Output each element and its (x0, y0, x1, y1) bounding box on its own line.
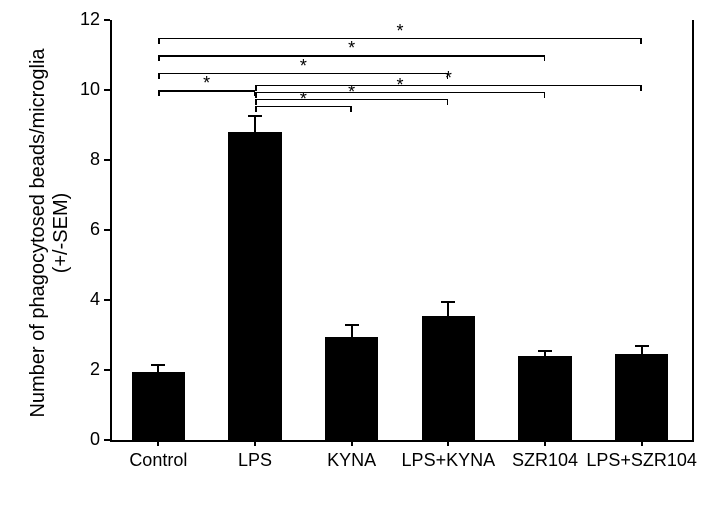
category-label: Control (129, 450, 187, 471)
chart-container: Number of phagocytosed beads/microglia (… (0, 0, 716, 510)
bar (325, 337, 378, 440)
significance-bracket-end (158, 38, 160, 44)
y-tick-label: 8 (70, 149, 100, 170)
category-label: KYNA (327, 450, 376, 471)
error-cap (635, 345, 649, 347)
bar (228, 132, 281, 440)
bar (518, 356, 571, 440)
y-tick (104, 89, 110, 91)
x-tick (447, 440, 449, 446)
bar (132, 372, 185, 440)
bar (422, 316, 475, 440)
error-cap (345, 324, 359, 326)
significance-bracket-end (255, 99, 257, 105)
y-tick (104, 159, 110, 161)
y-axis-label-line2: (+/-SEM) (50, 193, 72, 274)
y-tick (104, 439, 110, 441)
significance-star: * (396, 22, 403, 40)
x-tick (544, 440, 546, 446)
y-tick-label: 10 (70, 79, 100, 100)
y-tick-label: 6 (70, 219, 100, 240)
significance-bracket-end (640, 38, 642, 44)
y-tick (104, 19, 110, 21)
x-tick (351, 440, 353, 446)
y-tick-label: 12 (70, 9, 100, 30)
y-tick (104, 369, 110, 371)
bar (615, 354, 668, 440)
category-label: SZR104 (512, 450, 578, 471)
x-tick (254, 440, 256, 446)
error-cap (441, 301, 455, 303)
significance-bracket-end (640, 85, 642, 91)
error-cap (248, 115, 262, 117)
error-bar (641, 346, 643, 355)
error-bar (157, 365, 159, 372)
significance-bracket-end (158, 55, 160, 61)
significance-bracket-end (158, 73, 160, 79)
significance-star: * (348, 39, 355, 57)
significance-bracket-end (447, 99, 449, 105)
category-label: LPS+KYNA (402, 450, 496, 471)
x-tick (641, 440, 643, 446)
significance-bracket-end (350, 106, 352, 112)
error-bar (447, 302, 449, 316)
significance-bracket-end (255, 92, 257, 98)
y-tick (104, 229, 110, 231)
significance-star: * (203, 74, 210, 92)
significance-star: * (445, 69, 452, 87)
y-tick (104, 299, 110, 301)
y-axis-label-line1: Number of phagocytosed beads/microglia (27, 48, 49, 417)
y-axis-label: Number of phagocytosed beads/microglia (… (27, 43, 73, 423)
error-bar (254, 116, 256, 132)
error-cap (151, 364, 165, 366)
significance-bracket-end (544, 92, 546, 98)
category-label: LPS (238, 450, 272, 471)
error-bar (351, 325, 353, 337)
significance-bracket-end (158, 90, 160, 96)
significance-bracket-end (255, 106, 257, 112)
category-label: LPS+SZR104 (586, 450, 697, 471)
y-tick-label: 4 (70, 289, 100, 310)
error-cap (538, 350, 552, 352)
significance-bracket-end (544, 55, 546, 61)
y-tick-label: 2 (70, 359, 100, 380)
y-tick-label: 0 (70, 429, 100, 450)
significance-bracket-end (255, 85, 257, 91)
x-tick (157, 440, 159, 446)
significance-star: * (300, 57, 307, 75)
